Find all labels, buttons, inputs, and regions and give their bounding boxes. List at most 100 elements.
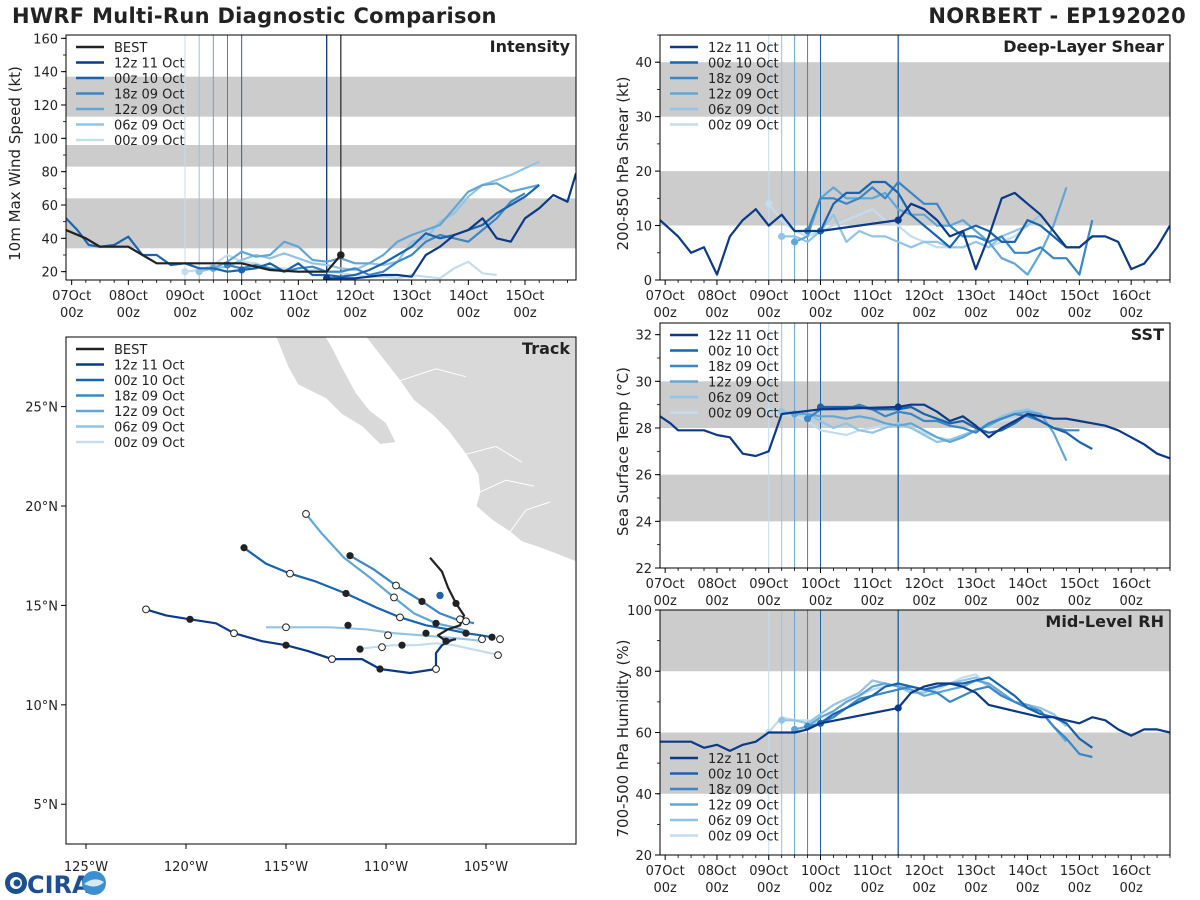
intensity-xtick-label: 11Oct [279,289,318,304]
sst-ytick-label: 30 [635,375,652,390]
shear-series-line [767,203,1042,249]
sst-legend-label: 18z 09 Oct [708,360,779,375]
sst-xtick-label: 00z [1068,594,1092,609]
sst-xtick-label: 00z [912,594,936,609]
shear-ytick-label: 30 [635,111,652,126]
sst-xtick-label: 16Oct [1112,577,1151,592]
track-point-hollow [478,635,486,644]
track-point-filled [376,665,384,673]
storm-id: NORBERT - EP192020 [928,4,1186,28]
track-ytick-label: 20°N [25,500,58,515]
shear-xtick-label: 00z [1016,306,1040,321]
rh-xtick-label: 07Oct [646,864,685,879]
intensity-init-marker [238,266,246,274]
sst-threshold-band [660,474,1170,522]
intensity-legend-label: 06z 09 Oct [114,119,185,134]
shear-xtick-label: 10Oct [801,289,840,304]
intensity-ytick-label: 160 [33,32,58,47]
rh-xtick-label: 00z [1068,881,1092,896]
intensity-ytick-label: 120 [33,99,58,114]
track-point-filled [432,619,440,627]
track-point-filled [452,599,460,608]
rh-xtick-label: 00z [809,881,833,896]
rh-xtick-label: 15Oct [1060,864,1099,879]
intensity-best-marker [337,251,345,259]
track-line [145,608,455,675]
sst-xtick-label: 12Oct [905,577,944,592]
rh-xtick-label: 00z [912,881,936,896]
track-point-hollow [432,665,440,673]
track-legend-label: 12z 11 Oct [114,359,185,374]
shear-xtick-label: 00z [964,306,988,321]
intensity-title: Intensity [490,37,571,56]
shear-ytick-label: 20 [635,165,652,180]
intensity-series-line [184,253,497,280]
shear-legend-label: 18z 09 Oct [708,72,779,87]
sst-xtick-label: 00z [705,594,729,609]
sst-xtick-label: 00z [653,594,677,609]
track-point-filled [418,597,426,606]
intensity-xtick-label: 08Oct [109,289,148,304]
track-point-hollow [390,593,398,602]
shear-init-marker [894,216,902,224]
shear-series-line [794,186,1068,276]
shear-ylabel: 200-850 hPa Shear (kt) [614,77,632,251]
intensity-xtick-label: 07Oct [52,289,91,304]
sst-xtick-label: 13Oct [956,577,995,592]
intensity-threshold-band [66,145,576,167]
state-border [509,501,551,533]
intensity-ytick-label: 60 [41,199,58,214]
shear-ytick-label: 0 [644,274,652,289]
sst-plot-area [660,323,1170,568]
shear-legend-label: 00z 10 Oct [708,57,779,72]
shear-series-line [660,191,1170,276]
sst-xtick-label: 00z [757,594,781,609]
shear-frame [659,34,1171,281]
intensity-legend-label: 12z 11 Oct [114,57,185,72]
rh-series-line [819,676,1093,749]
state-border [399,368,467,382]
intensity-xtick-label: 00z [60,306,84,321]
sst-xtick-label: 00z [809,594,833,609]
rh-ylabel: 700-500 hPa Humidity (%) [614,639,632,837]
track-current-marker [436,591,444,600]
track-point-filled [488,633,496,641]
shear-ytick-label: 40 [635,56,652,71]
shear-xtick-label: 00z [912,306,936,321]
intensity-xtick-label: 12Oct [335,289,374,304]
rh-xtick-label: 13Oct [956,864,995,879]
shear-threshold-band [660,171,1170,226]
shear-init-marker [791,238,799,246]
sst-init-marker [765,408,773,416]
shear-ytick-label: 10 [635,220,652,235]
shear-legend-label: 06z 09 Oct [708,103,779,118]
shear-legend-label: 12z 09 Oct [708,88,779,103]
sst-xtick-label: 00z [1016,594,1040,609]
shear-xtick-label: 09Oct [749,289,788,304]
track-title: Track [522,339,570,358]
track-point-hollow [230,629,238,638]
sst-legend-label: 00z 09 Oct [708,407,779,422]
panel-shear: 0 10 20 30 40 07Oct 00z 08Oct 00z 09Oct 00z 10Oct 00… [614,34,1171,321]
rh-ytick-label: 20 [635,849,652,864]
track-line [266,626,485,643]
sst-xtick-label: 10Oct [801,577,840,592]
intensity-xtick-label: 00z [400,306,424,321]
sst-legend-label: 12z 09 Oct [708,376,779,391]
sst-ytick-label: 22 [635,562,652,577]
state-border [479,479,535,493]
shear-title: Deep-Layer Shear [1003,37,1164,56]
shear-series-line [806,180,1094,276]
rh-xtick-label: 00z [1119,881,1143,896]
intensity-init-marker [323,274,331,280]
intensity-ytick-label: 80 [41,166,58,181]
sst-xtick-label: 00z [964,594,988,609]
intensity-threshold-band [66,198,576,249]
track-map-area [66,337,576,844]
sst-ylabel: Sea Surface Temp (°C) [614,367,632,536]
sst-ytick-label: 24 [635,515,652,530]
sst-xtick-label: 11Oct [853,577,892,592]
shear-xtick-label: 16Oct [1112,289,1151,304]
intensity-xtick-label: 15Oct [505,289,544,304]
shear-xtick-label: 08Oct [697,289,736,304]
